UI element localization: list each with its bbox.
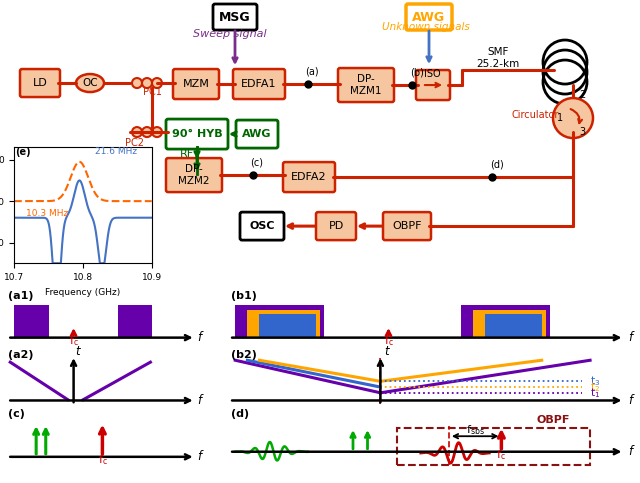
Text: f: f (628, 394, 632, 407)
Circle shape (132, 127, 142, 137)
Circle shape (142, 78, 152, 88)
Text: t$_2$: t$_2$ (590, 380, 600, 394)
FancyBboxPatch shape (283, 162, 335, 192)
FancyBboxPatch shape (173, 69, 219, 99)
Text: (b2): (b2) (231, 350, 257, 360)
Bar (473, 310, 546, 338)
Text: t: t (385, 345, 389, 358)
Text: Unknown signals: Unknown signals (382, 22, 470, 32)
Text: PC1: PC1 (143, 87, 161, 97)
FancyBboxPatch shape (406, 4, 452, 30)
Text: EDFA2: EDFA2 (291, 172, 327, 182)
Text: MSG: MSG (219, 11, 251, 24)
Text: (a): (a) (305, 66, 319, 76)
X-axis label: Frequency (GHz): Frequency (GHz) (45, 287, 120, 297)
Text: f$_\mathregular{c}$: f$_\mathregular{c}$ (97, 453, 108, 467)
FancyBboxPatch shape (166, 119, 228, 149)
Text: RF: RF (180, 149, 194, 159)
Bar (259, 314, 316, 338)
Text: (a2): (a2) (8, 350, 34, 360)
Text: (a1): (a1) (8, 291, 34, 301)
Text: EDFA1: EDFA1 (241, 79, 276, 89)
Ellipse shape (76, 74, 104, 92)
FancyBboxPatch shape (166, 158, 222, 192)
Text: f$_\mathregular{c}$: f$_\mathregular{c}$ (383, 334, 394, 348)
Text: OSC: OSC (249, 221, 275, 231)
Text: MZM: MZM (182, 79, 209, 89)
FancyBboxPatch shape (338, 68, 394, 102)
Text: SMF
25.2-km: SMF 25.2-km (476, 47, 520, 69)
Text: (c): (c) (8, 410, 25, 419)
Text: f$_\mathregular{sbs}$: f$_\mathregular{sbs}$ (466, 423, 484, 437)
Bar (118, 305, 152, 338)
Text: AWG: AWG (243, 129, 272, 139)
Circle shape (553, 98, 593, 138)
Text: DP-
MZM2: DP- MZM2 (179, 164, 210, 186)
Text: 10.3 MHz: 10.3 MHz (26, 209, 68, 218)
Text: Circulator: Circulator (511, 110, 559, 120)
Text: (b1): (b1) (231, 291, 257, 301)
Bar (485, 314, 541, 338)
Text: OC: OC (82, 78, 98, 88)
Circle shape (152, 127, 162, 137)
Text: (c): (c) (250, 157, 263, 167)
Text: PC2: PC2 (125, 138, 145, 148)
Text: t$_1$: t$_1$ (590, 386, 600, 400)
Text: 90° HYB: 90° HYB (172, 129, 222, 139)
Text: 21.6 MHz: 21.6 MHz (95, 146, 138, 156)
Circle shape (132, 78, 142, 88)
Text: f: f (198, 450, 202, 463)
Text: f$_\mathregular{c}$: f$_\mathregular{c}$ (68, 334, 79, 348)
Bar (461, 305, 550, 338)
FancyBboxPatch shape (233, 69, 285, 99)
FancyBboxPatch shape (213, 4, 257, 30)
Circle shape (142, 127, 152, 137)
Text: 3: 3 (579, 127, 585, 137)
Circle shape (152, 78, 162, 88)
FancyBboxPatch shape (240, 212, 284, 240)
Text: PD: PD (328, 221, 344, 231)
Bar (247, 310, 320, 338)
Bar (236, 305, 324, 338)
Text: Sweep signal: Sweep signal (193, 29, 267, 39)
Text: f: f (628, 331, 632, 344)
Text: (d): (d) (490, 159, 504, 169)
FancyBboxPatch shape (236, 120, 278, 148)
Text: f$_\mathregular{c}$: f$_\mathregular{c}$ (497, 448, 506, 462)
Text: OBPF: OBPF (536, 415, 570, 426)
Text: t$_3$: t$_3$ (590, 374, 600, 388)
Text: AWG: AWG (412, 11, 445, 24)
Text: DP-
MZM1: DP- MZM1 (350, 74, 381, 96)
FancyBboxPatch shape (20, 69, 60, 97)
Text: (e): (e) (15, 147, 31, 157)
Text: t: t (76, 345, 80, 358)
Text: (b): (b) (410, 67, 424, 77)
Text: OBPF: OBPF (392, 221, 422, 231)
Text: LD: LD (33, 78, 47, 88)
FancyBboxPatch shape (316, 212, 356, 240)
Text: ISO: ISO (424, 69, 440, 79)
Text: 2: 2 (579, 90, 585, 100)
FancyBboxPatch shape (383, 212, 431, 240)
Text: f: f (628, 445, 632, 458)
FancyBboxPatch shape (416, 70, 450, 100)
Bar (14, 305, 49, 338)
Text: f: f (198, 394, 202, 407)
Text: 1: 1 (557, 113, 563, 123)
Text: f: f (198, 331, 202, 344)
Text: (d): (d) (231, 409, 250, 419)
